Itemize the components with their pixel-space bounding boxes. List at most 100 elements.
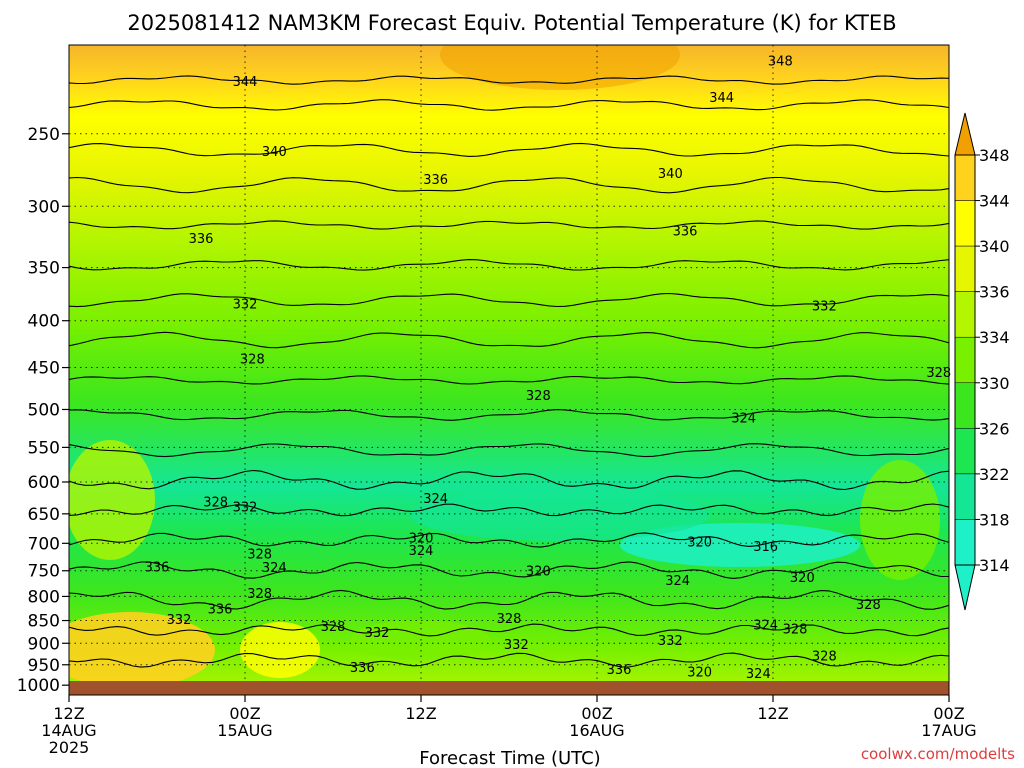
colorbar-top-arrow xyxy=(954,112,976,156)
contour-label-35: 328 xyxy=(783,622,808,637)
chart-title: 2025081412 NAM3KM Forecast Equiv. Potent… xyxy=(127,11,896,35)
contour-label-20: 324 xyxy=(409,544,434,559)
y-tick-label-950: 950 xyxy=(28,656,60,676)
contour-line-0 xyxy=(69,75,949,85)
contour-label-6: 336 xyxy=(673,225,698,240)
contour-label-28: 328 xyxy=(856,598,881,613)
contour-label-40: 336 xyxy=(607,663,632,678)
contour-label-33: 332 xyxy=(365,626,390,641)
contour-label-41: 320 xyxy=(687,665,712,680)
colorbar-band-4 xyxy=(954,336,976,384)
y-tick-label-850: 850 xyxy=(28,612,60,632)
y-tick-label-450: 450 xyxy=(28,359,60,379)
svg-text:324: 324 xyxy=(746,667,771,682)
contour-line-15 xyxy=(69,589,949,610)
svg-text:328: 328 xyxy=(526,389,551,404)
contour-label-2: 344 xyxy=(709,91,734,106)
x-axis-label: Forecast Time (UTC) xyxy=(419,748,600,768)
svg-text:332: 332 xyxy=(504,638,529,653)
svg-text:332: 332 xyxy=(658,634,683,649)
y-tick-label-800: 800 xyxy=(28,587,60,607)
colorbar-band-3 xyxy=(954,291,976,338)
contour-label-21: 328 xyxy=(247,547,272,562)
contour-label-23: 336 xyxy=(145,560,170,575)
x-tick-label-4: 12Z xyxy=(757,704,788,723)
svg-text:328: 328 xyxy=(812,649,837,664)
colorbar-band-2 xyxy=(954,245,976,292)
colorbar-label-334: 334 xyxy=(979,328,1010,347)
contour-label-13: 324 xyxy=(731,411,756,426)
colorbar-bottom-arrow xyxy=(954,564,976,611)
contour-label-1: 344 xyxy=(233,75,258,90)
svg-text:324: 324 xyxy=(423,492,448,507)
colorbar-band-7 xyxy=(954,473,976,520)
contour-line-1 xyxy=(69,99,949,111)
svg-text:320: 320 xyxy=(790,571,815,586)
svg-text:324: 324 xyxy=(409,544,434,559)
contour-line-17 xyxy=(69,652,949,668)
contour-line-8 xyxy=(69,375,949,385)
contour-label-38: 328 xyxy=(812,649,837,664)
svg-text:336: 336 xyxy=(189,232,214,247)
svg-text:320: 320 xyxy=(687,665,712,680)
colorbar-label-344: 344 xyxy=(979,192,1010,211)
y-tick-label-750: 750 xyxy=(28,562,60,582)
y-tick-label-400: 400 xyxy=(28,312,60,332)
svg-text:336: 336 xyxy=(350,661,375,676)
x-tick-label-0: 12Z xyxy=(53,704,84,723)
svg-text:332: 332 xyxy=(365,626,390,641)
contour-label-36: 332 xyxy=(504,638,529,653)
contour-label-17: 320 xyxy=(409,532,434,547)
svg-text:328: 328 xyxy=(203,495,228,510)
colorbar-label-326: 326 xyxy=(979,419,1010,438)
svg-text:328: 328 xyxy=(497,612,522,627)
colorbar-band-5 xyxy=(954,382,976,429)
svg-text:332: 332 xyxy=(233,297,258,312)
contour-line-7 xyxy=(69,331,949,349)
colorbar-label-318: 318 xyxy=(979,510,1010,529)
contour-label-7: 336 xyxy=(189,232,214,247)
svg-text:332: 332 xyxy=(167,613,192,628)
contour-label-29: 336 xyxy=(208,603,233,618)
colorbar-band-8 xyxy=(954,519,976,566)
svg-text:328: 328 xyxy=(926,366,951,381)
y-tick-label-350: 350 xyxy=(28,259,60,279)
y-tick-label-550: 550 xyxy=(28,438,60,458)
contour-line-10 xyxy=(69,443,949,458)
contour-label-10: 328 xyxy=(240,353,265,368)
contour-line-12 xyxy=(69,503,949,517)
svg-text:344: 344 xyxy=(233,75,258,90)
contour-label-16: 332 xyxy=(233,500,258,515)
svg-text:320: 320 xyxy=(409,532,434,547)
colorbar-label-348: 348 xyxy=(979,146,1010,165)
y-tick-label-250: 250 xyxy=(28,125,60,145)
contour-label-3: 340 xyxy=(262,145,287,160)
svg-text:324: 324 xyxy=(262,561,287,576)
ground xyxy=(69,681,949,695)
svg-text:328: 328 xyxy=(247,547,272,562)
svg-text:336: 336 xyxy=(607,663,632,678)
contour-line-9 xyxy=(69,409,949,421)
watermark: coolwx.com/modelts xyxy=(861,745,1015,763)
contour-line-13 xyxy=(69,532,949,548)
colorbar-band-0 xyxy=(954,154,976,201)
svg-text:328: 328 xyxy=(856,598,881,613)
contour-label-37: 332 xyxy=(658,634,683,649)
y-tick-label-700: 700 xyxy=(28,534,60,554)
x-tick-year-0: 2025 xyxy=(49,738,90,757)
contour-label-5: 336 xyxy=(423,173,448,188)
y-tick-label-650: 650 xyxy=(28,505,60,525)
y-tick-label-1000: 1000 xyxy=(17,676,60,696)
svg-text:328: 328 xyxy=(321,620,346,635)
colorbar-band-1 xyxy=(954,200,976,247)
svg-text:336: 336 xyxy=(208,603,233,618)
svg-text:340: 340 xyxy=(262,145,287,160)
contour-label-42: 324 xyxy=(746,667,771,682)
x-tick-date-1: 15AUG xyxy=(217,721,272,740)
contour-label-9: 332 xyxy=(812,300,837,315)
svg-text:344: 344 xyxy=(709,91,734,106)
contour-label-24: 320 xyxy=(526,565,551,580)
contour-label-19: 316 xyxy=(753,540,778,555)
svg-text:316: 316 xyxy=(753,540,778,555)
